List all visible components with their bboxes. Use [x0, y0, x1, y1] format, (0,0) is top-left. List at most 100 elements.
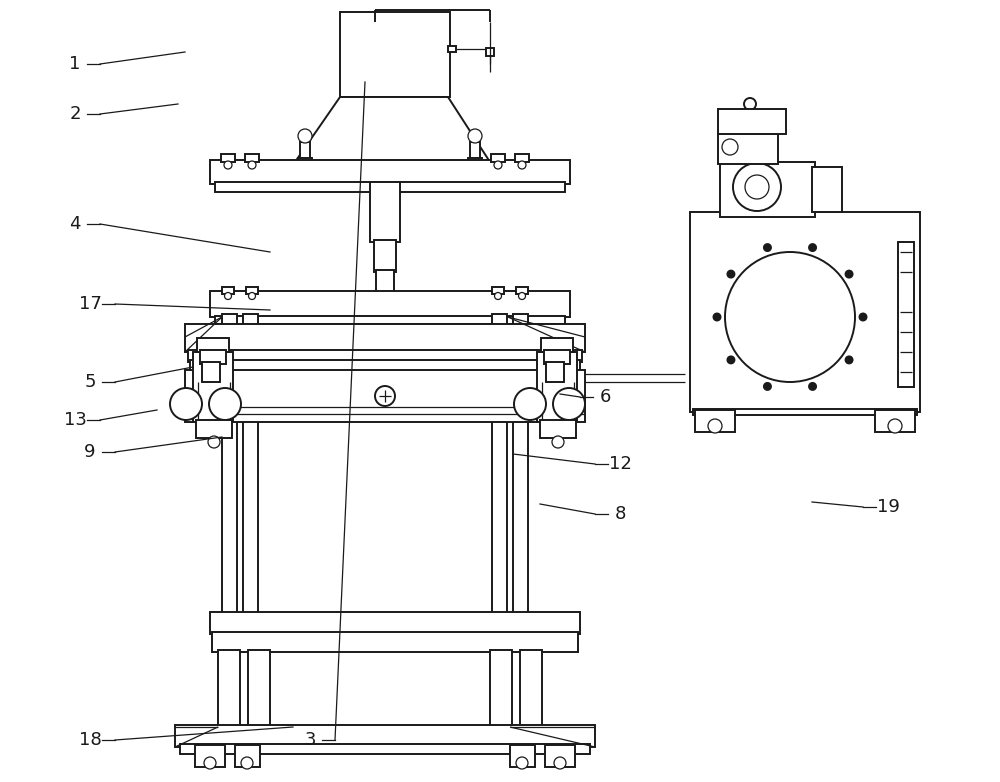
Text: 18: 18 [79, 731, 101, 749]
Bar [720, 162, 815, 217]
Bar [215, 316, 565, 324]
Bar [370, 182, 400, 242]
Circle shape [714, 314, 720, 321]
Text: 3: 3 [304, 731, 316, 749]
Bar [540, 420, 576, 438]
Circle shape [208, 436, 220, 448]
Bar [197, 338, 229, 352]
Circle shape [744, 98, 756, 110]
Circle shape [248, 161, 256, 169]
Circle shape [209, 388, 241, 420]
Circle shape [170, 388, 202, 420]
Bar [188, 350, 582, 362]
Circle shape [516, 757, 528, 769]
Text: 13: 13 [64, 411, 86, 429]
Bar [695, 410, 735, 432]
Bar [492, 314, 507, 634]
Circle shape [554, 757, 566, 769]
Text: 8: 8 [614, 505, 626, 523]
Bar [185, 324, 585, 352]
Bar [200, 350, 226, 364]
Text: 4: 4 [69, 215, 81, 233]
Bar [690, 212, 920, 412]
Circle shape [809, 244, 816, 251]
Bar [210, 612, 580, 634]
Text: 1: 1 [69, 55, 81, 73]
Bar [898, 242, 914, 387]
Bar [541, 338, 573, 352]
Bar [193, 352, 233, 422]
Bar [516, 287, 528, 294]
Circle shape [553, 388, 585, 420]
Bar [546, 362, 564, 382]
Circle shape [248, 292, 256, 300]
Bar [693, 409, 917, 415]
Bar [374, 240, 396, 272]
Text: 9: 9 [84, 443, 96, 461]
Bar [875, 410, 915, 432]
Circle shape [846, 357, 853, 364]
Circle shape [204, 757, 216, 769]
Bar [243, 314, 258, 634]
Bar [222, 287, 234, 294]
Text: 12: 12 [609, 455, 631, 473]
Bar [195, 745, 225, 767]
Bar [491, 154, 505, 162]
Circle shape [514, 388, 546, 420]
Text: 2: 2 [69, 105, 81, 123]
Bar [190, 360, 580, 372]
Bar [492, 287, 504, 294]
Circle shape [708, 419, 722, 433]
Bar [298, 158, 312, 164]
Circle shape [224, 161, 232, 169]
Bar [175, 725, 595, 747]
Circle shape [722, 139, 738, 155]
Bar [537, 352, 577, 422]
Circle shape [860, 314, 866, 321]
Bar [468, 158, 482, 164]
Polygon shape [295, 97, 490, 162]
Bar [221, 154, 235, 162]
Circle shape [846, 271, 853, 278]
Bar [300, 142, 310, 160]
Bar [215, 182, 565, 192]
Text: 17: 17 [79, 295, 101, 313]
Text: 5: 5 [84, 373, 96, 391]
Bar [218, 650, 240, 727]
Circle shape [745, 175, 769, 199]
Bar [202, 362, 220, 382]
Bar [212, 632, 578, 652]
Bar [510, 745, 535, 767]
Bar [246, 287, 258, 294]
Bar [210, 291, 570, 317]
Circle shape [733, 163, 781, 211]
Bar [376, 270, 394, 294]
Circle shape [468, 129, 482, 143]
Text: 6: 6 [599, 388, 611, 406]
Bar [222, 314, 237, 634]
Bar [490, 650, 512, 727]
Circle shape [764, 244, 771, 251]
Bar [340, 12, 450, 97]
Circle shape [241, 757, 253, 769]
Bar [210, 160, 570, 184]
Circle shape [494, 292, 502, 300]
Bar [545, 745, 575, 767]
Circle shape [494, 161, 502, 169]
Bar [515, 154, 529, 162]
Bar [448, 46, 456, 52]
Circle shape [727, 357, 734, 364]
Circle shape [725, 252, 855, 382]
Circle shape [224, 292, 232, 300]
Circle shape [888, 419, 902, 433]
Bar [248, 650, 270, 727]
Bar [718, 134, 778, 164]
Bar [544, 350, 570, 364]
Bar [486, 48, 494, 56]
Circle shape [727, 271, 734, 278]
Bar [245, 154, 259, 162]
Circle shape [809, 383, 816, 390]
Circle shape [518, 292, 526, 300]
Circle shape [298, 129, 312, 143]
Bar [185, 370, 585, 422]
